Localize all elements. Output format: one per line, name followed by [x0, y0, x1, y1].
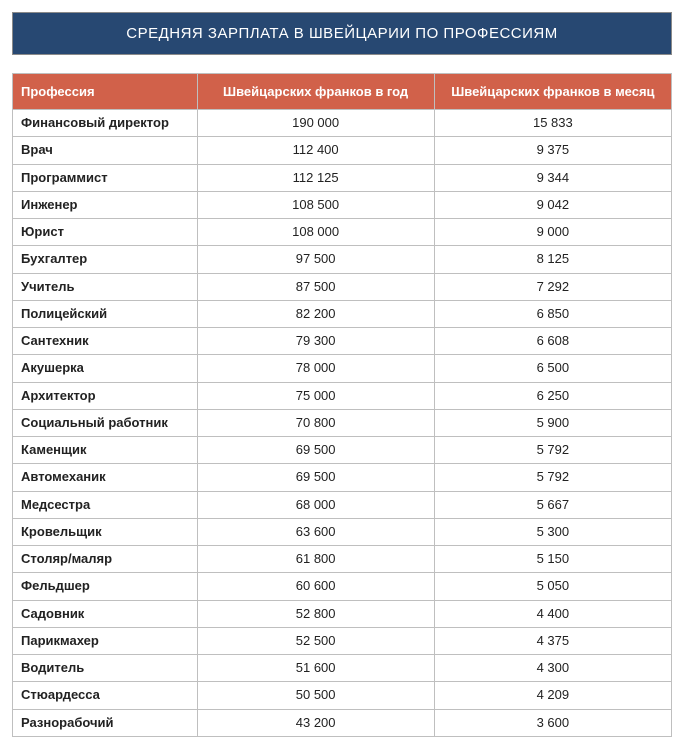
cell-profession: Кровельщик	[13, 518, 198, 545]
table-row: Программист112 1259 344	[13, 164, 672, 191]
table-row: Юрист108 0009 000	[13, 219, 672, 246]
cell-per-month: 3 600	[434, 709, 671, 736]
table-row: Сантехник79 3006 608	[13, 328, 672, 355]
table-row: Финансовый директор190 00015 833	[13, 110, 672, 137]
cell-profession: Разнорабочий	[13, 709, 198, 736]
page-title: СРЕДНЯЯ ЗАРПЛАТА В ШВЕЙЦАРИИ ПО ПРОФЕССИ…	[12, 12, 672, 55]
cell-profession: Врач	[13, 137, 198, 164]
table-row: Акушерка78 0006 500	[13, 355, 672, 382]
cell-per-year: 69 500	[197, 437, 434, 464]
table-row: Медсестра68 0005 667	[13, 491, 672, 518]
cell-per-month: 6 850	[434, 300, 671, 327]
table-row: Автомеханик69 5005 792	[13, 464, 672, 491]
cell-per-month: 5 050	[434, 573, 671, 600]
cell-per-year: 87 500	[197, 273, 434, 300]
cell-profession: Автомеханик	[13, 464, 198, 491]
cell-per-year: 61 800	[197, 546, 434, 573]
cell-per-month: 5 792	[434, 437, 671, 464]
col-header-per-month: Швейцарских франков в месяц	[434, 74, 671, 110]
cell-per-year: 63 600	[197, 518, 434, 545]
cell-per-year: 78 000	[197, 355, 434, 382]
cell-profession: Юрист	[13, 219, 198, 246]
table-row: Садовник52 8004 400	[13, 600, 672, 627]
cell-per-year: 52 800	[197, 600, 434, 627]
cell-per-year: 68 000	[197, 491, 434, 518]
cell-per-month: 5 900	[434, 409, 671, 436]
cell-per-month: 5 300	[434, 518, 671, 545]
cell-per-month: 6 608	[434, 328, 671, 355]
cell-profession: Социальный работник	[13, 409, 198, 436]
cell-profession: Учитель	[13, 273, 198, 300]
cell-per-month: 4 375	[434, 627, 671, 654]
col-header-per-year: Швейцарских франков в год	[197, 74, 434, 110]
cell-per-year: 112 125	[197, 164, 434, 191]
cell-profession: Парикмахер	[13, 627, 198, 654]
cell-per-month: 6 500	[434, 355, 671, 382]
cell-per-month: 5 792	[434, 464, 671, 491]
cell-profession: Инженер	[13, 191, 198, 218]
cell-per-year: 43 200	[197, 709, 434, 736]
table-row: Социальный работник70 8005 900	[13, 409, 672, 436]
table-row: Учитель87 5007 292	[13, 273, 672, 300]
cell-per-month: 9 042	[434, 191, 671, 218]
table-row: Полицейский82 2006 850	[13, 300, 672, 327]
salary-table: Профессия Швейцарских франков в год Швей…	[12, 73, 672, 737]
cell-per-month: 9 375	[434, 137, 671, 164]
cell-per-month: 9 000	[434, 219, 671, 246]
cell-per-month: 7 292	[434, 273, 671, 300]
cell-profession: Полицейский	[13, 300, 198, 327]
cell-profession: Программист	[13, 164, 198, 191]
cell-per-month: 5 150	[434, 546, 671, 573]
table-row: Парикмахер52 5004 375	[13, 627, 672, 654]
cell-per-month: 4 300	[434, 655, 671, 682]
cell-profession: Архитектор	[13, 382, 198, 409]
cell-profession: Финансовый директор	[13, 110, 198, 137]
cell-per-year: 112 400	[197, 137, 434, 164]
cell-per-year: 60 600	[197, 573, 434, 600]
cell-per-month: 9 344	[434, 164, 671, 191]
cell-profession: Акушерка	[13, 355, 198, 382]
cell-per-month: 6 250	[434, 382, 671, 409]
cell-per-year: 70 800	[197, 409, 434, 436]
cell-profession: Водитель	[13, 655, 198, 682]
cell-per-year: 52 500	[197, 627, 434, 654]
cell-per-month: 5 667	[434, 491, 671, 518]
table-row: Врач112 4009 375	[13, 137, 672, 164]
cell-per-year: 190 000	[197, 110, 434, 137]
table-row: Каменщик69 5005 792	[13, 437, 672, 464]
cell-per-year: 97 500	[197, 246, 434, 273]
cell-profession: Садовник	[13, 600, 198, 627]
cell-per-month: 4 400	[434, 600, 671, 627]
cell-profession: Медсестра	[13, 491, 198, 518]
table-body: Финансовый директор190 00015 833Врач112 …	[13, 110, 672, 737]
table-row: Кровельщик63 6005 300	[13, 518, 672, 545]
table-row: Архитектор75 0006 250	[13, 382, 672, 409]
col-header-profession: Профессия	[13, 74, 198, 110]
table-row: Водитель51 6004 300	[13, 655, 672, 682]
table-row: Бухгалтер97 5008 125	[13, 246, 672, 273]
cell-per-year: 69 500	[197, 464, 434, 491]
cell-profession: Столяр/маляр	[13, 546, 198, 573]
cell-per-year: 75 000	[197, 382, 434, 409]
table-row: Столяр/маляр61 8005 150	[13, 546, 672, 573]
cell-per-year: 108 500	[197, 191, 434, 218]
cell-per-year: 108 000	[197, 219, 434, 246]
table-row: Разнорабочий43 2003 600	[13, 709, 672, 736]
table-row: Инженер108 5009 042	[13, 191, 672, 218]
cell-per-year: 79 300	[197, 328, 434, 355]
cell-profession: Сантехник	[13, 328, 198, 355]
cell-per-year: 82 200	[197, 300, 434, 327]
cell-profession: Каменщик	[13, 437, 198, 464]
table-header-row: Профессия Швейцарских франков в год Швей…	[13, 74, 672, 110]
table-row: Фельдшер60 6005 050	[13, 573, 672, 600]
cell-per-month: 8 125	[434, 246, 671, 273]
cell-per-month: 15 833	[434, 110, 671, 137]
cell-per-year: 51 600	[197, 655, 434, 682]
cell-profession: Фельдшер	[13, 573, 198, 600]
cell-profession: Бухгалтер	[13, 246, 198, 273]
